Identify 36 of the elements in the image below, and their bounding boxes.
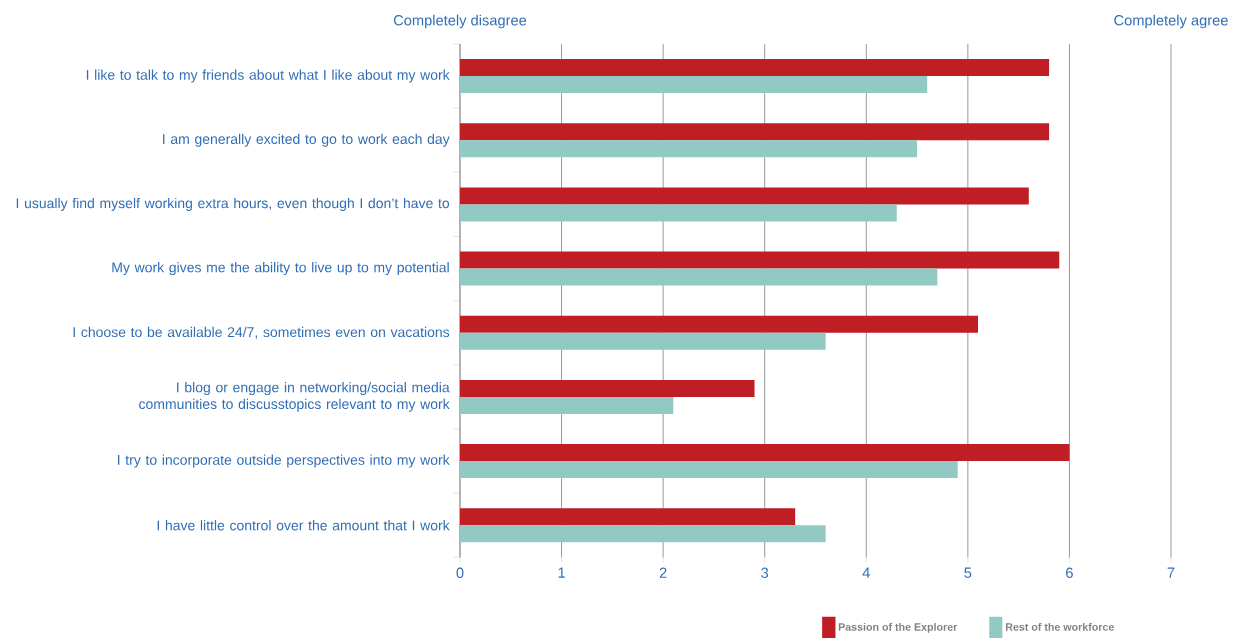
y-tick-label: I try to incorporate outside perspectives into my work xyxy=(118,454,450,468)
y-tick-label: I blog or engage in networking/social media communities to discusstopics relevant to my work xyxy=(139,381,450,412)
x-tick-label: 3 xyxy=(761,567,769,578)
bar xyxy=(460,525,826,543)
bar xyxy=(460,332,826,350)
bar xyxy=(460,123,1050,141)
bar xyxy=(460,315,979,333)
bar xyxy=(460,268,938,286)
text: Rest of the workforce xyxy=(1005,622,1114,631)
x-tick-label: 2 xyxy=(659,567,667,578)
y-tick-label: My work gives me the ability to live up to my potential xyxy=(112,261,449,275)
text: Completely disagree xyxy=(393,14,527,29)
x-tick-label: 1 xyxy=(558,567,565,578)
bar xyxy=(460,204,897,222)
bar xyxy=(460,379,755,397)
bar xyxy=(460,251,1060,269)
bar xyxy=(460,140,918,158)
bar xyxy=(460,75,928,93)
bar xyxy=(460,187,1029,205)
text: Completely agree xyxy=(1114,14,1228,29)
x-tick-label: 4 xyxy=(862,567,870,578)
bar xyxy=(460,460,958,478)
x-tick-label: 0 xyxy=(456,567,464,578)
text: Passion of the Explorer xyxy=(838,622,958,633)
y-tick-label: I like to talk to my friends about what I like about my work xyxy=(86,69,450,83)
y-tick-label: I choose to be available 24/7, sometimes even on vacations xyxy=(73,326,450,339)
bar xyxy=(460,58,1050,76)
x-tick-label: 7 xyxy=(1167,567,1175,578)
y-tick-label: I usually find myself working extra hours, even though I don’t have to xyxy=(16,197,450,211)
x-tick-label: 6 xyxy=(1066,567,1073,578)
y-tick-label: I have little control over the amount that I work xyxy=(157,519,450,531)
bar xyxy=(460,396,674,414)
bar xyxy=(460,508,796,526)
x-tick-label: 5 xyxy=(964,567,972,578)
y-tick-label: I am generally excited to go to work each day xyxy=(163,133,450,147)
bar xyxy=(460,443,1070,461)
